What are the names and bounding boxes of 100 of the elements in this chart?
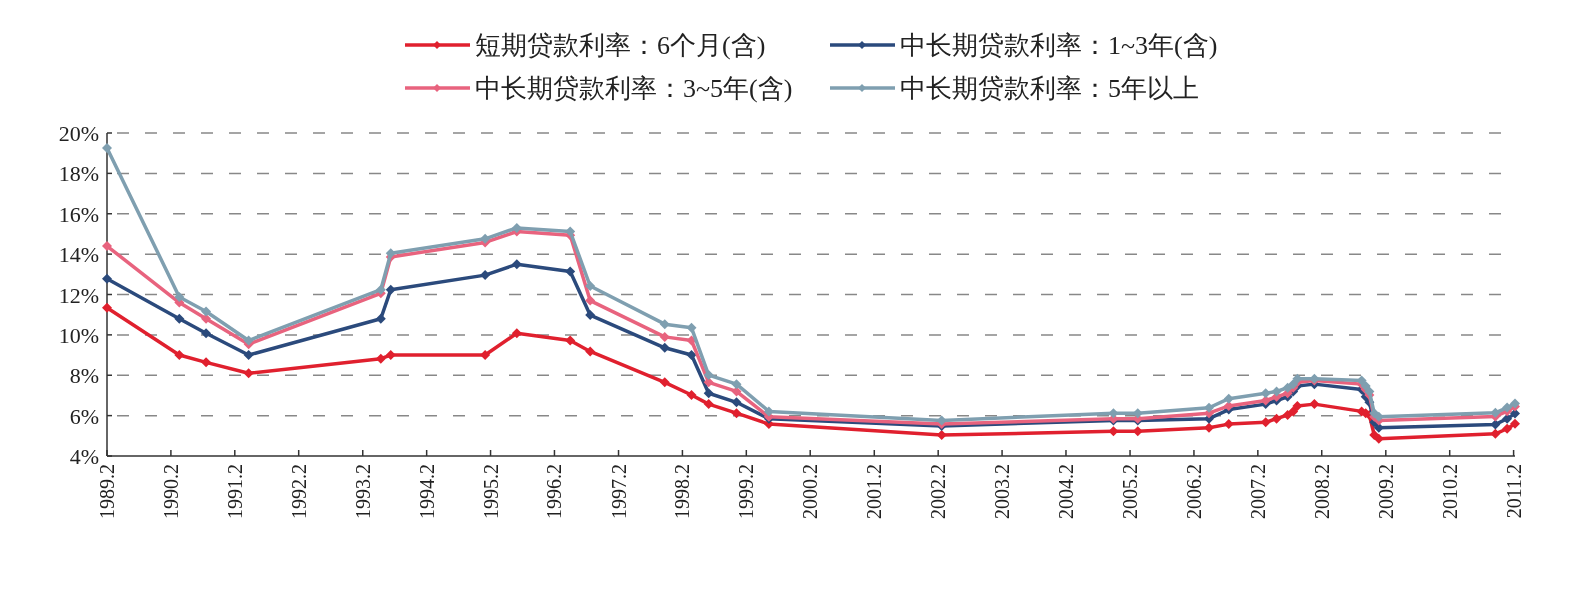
point xyxy=(1260,388,1271,399)
point xyxy=(511,328,522,339)
y-tick-label: 20% xyxy=(58,121,99,146)
x-tick-label: 1993.2 xyxy=(351,464,374,519)
point xyxy=(1223,393,1234,404)
point xyxy=(703,399,714,410)
point xyxy=(174,350,185,361)
point xyxy=(243,368,254,379)
legend-label: 中长期贷款利率：5年以上 xyxy=(900,74,1199,103)
point xyxy=(201,357,212,368)
y-tick-label: 16% xyxy=(58,201,99,227)
y-tick-label: 14% xyxy=(58,242,99,268)
point xyxy=(703,377,714,388)
point xyxy=(1204,422,1214,433)
x-tick-label: 2001.2 xyxy=(863,464,886,519)
point xyxy=(1282,410,1293,421)
point xyxy=(102,142,112,153)
point xyxy=(385,350,396,361)
point xyxy=(585,346,596,357)
x-tick-label: 1997.2 xyxy=(607,464,630,519)
point xyxy=(375,353,386,364)
x-tick-label: 2010.2 xyxy=(1438,464,1461,519)
point xyxy=(174,313,185,324)
point xyxy=(1490,407,1501,418)
point xyxy=(375,284,386,295)
x-tick-label: 1998.2 xyxy=(671,464,694,519)
x-tick-label: 1994.2 xyxy=(415,464,438,519)
y-tick-label: 6% xyxy=(69,403,99,429)
point xyxy=(1282,382,1293,393)
point xyxy=(1292,400,1303,411)
x-tick-label: 1992.2 xyxy=(287,464,310,519)
point xyxy=(936,430,947,441)
legend-label: 中长期贷款利率：3~5年(含) xyxy=(475,74,793,103)
x-tick-label: 1991.2 xyxy=(223,464,246,519)
point xyxy=(659,331,670,342)
point xyxy=(703,388,714,399)
point xyxy=(480,233,491,244)
point xyxy=(585,281,596,292)
point xyxy=(174,291,185,302)
point xyxy=(585,295,596,306)
x-tick-label: 1989.2 xyxy=(96,464,118,519)
point xyxy=(703,370,714,381)
point xyxy=(585,310,596,321)
point xyxy=(102,273,112,284)
x-tick-label: 2011.2 xyxy=(1502,464,1525,519)
y-tick-label: 18% xyxy=(58,161,99,187)
y-tick-label: 4% xyxy=(69,444,99,469)
point xyxy=(1502,423,1513,434)
point xyxy=(511,222,522,233)
x-tick-label: 2000.2 xyxy=(799,464,822,519)
point xyxy=(1271,386,1282,397)
x-tick-label: 2006.2 xyxy=(1182,464,1205,519)
legend-label: 短期贷款利率：6个月(含) xyxy=(475,31,766,60)
point xyxy=(763,406,774,417)
point xyxy=(1490,428,1501,439)
x-tick-label: 2005.2 xyxy=(1119,464,1142,519)
point xyxy=(1373,433,1384,444)
point xyxy=(731,397,742,408)
point xyxy=(201,306,212,317)
x-tick-label: 2003.2 xyxy=(991,464,1014,519)
point xyxy=(1204,402,1214,413)
point xyxy=(731,408,742,419)
point xyxy=(565,226,576,237)
legend-label: 中长期贷款利率：1~3年(含) xyxy=(900,31,1218,60)
point xyxy=(375,313,386,324)
x-tick-label: 2002.2 xyxy=(927,464,950,519)
point xyxy=(511,259,522,270)
point xyxy=(731,379,742,390)
y-tick-label: 10% xyxy=(58,322,99,348)
point xyxy=(1364,386,1375,397)
point xyxy=(659,319,670,330)
x-tick-label: 2004.2 xyxy=(1054,464,1077,519)
point xyxy=(1271,413,1282,424)
x-tick-label: 1995.2 xyxy=(479,464,502,519)
point xyxy=(385,284,396,295)
x-tick-label: 1996.2 xyxy=(543,464,566,519)
point xyxy=(1309,399,1320,410)
point xyxy=(659,377,670,388)
point xyxy=(565,335,576,346)
point xyxy=(102,241,112,252)
point xyxy=(102,302,112,313)
x-tick-label: 2008.2 xyxy=(1310,464,1333,519)
point xyxy=(565,266,576,277)
x-tick-label: 2007.2 xyxy=(1246,464,1269,519)
point xyxy=(1510,418,1520,429)
y-tick-label: 8% xyxy=(69,363,99,389)
point xyxy=(686,350,697,361)
point xyxy=(243,335,254,346)
point xyxy=(243,350,254,361)
x-tick-label: 1999.2 xyxy=(735,464,758,519)
x-tick-label: 2009.2 xyxy=(1374,464,1397,519)
y-tick-label: 12% xyxy=(58,282,99,308)
point xyxy=(480,270,491,281)
point xyxy=(1502,402,1513,413)
point xyxy=(1288,406,1299,417)
point xyxy=(659,342,670,353)
point xyxy=(686,390,697,401)
point xyxy=(480,350,491,361)
point xyxy=(1223,419,1234,430)
point xyxy=(201,328,212,339)
